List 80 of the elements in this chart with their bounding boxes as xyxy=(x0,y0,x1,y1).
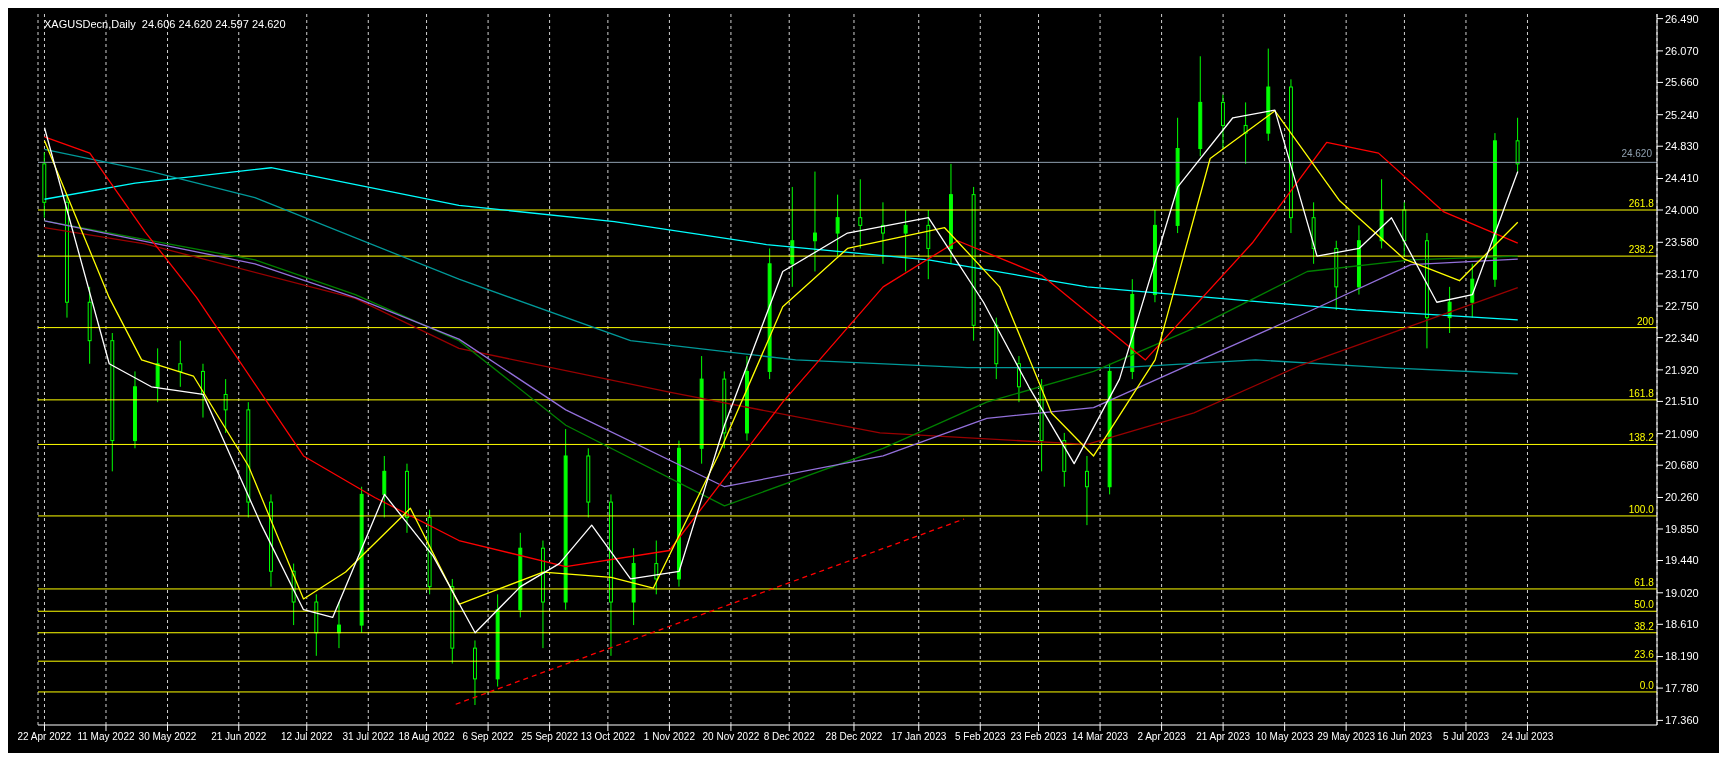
y-tick-label: 17.360 xyxy=(1665,714,1699,727)
annotation: 23.6 xyxy=(1634,649,1655,661)
annotation: 0.0 xyxy=(1639,679,1655,691)
x-tick-label: 11 May 2022 xyxy=(77,731,135,743)
x-tick-label: 10 May 2023 xyxy=(1255,731,1314,743)
x-tick-label: 20 Nov 2022 xyxy=(702,731,760,743)
x-tick-label: 5 Feb 2023 xyxy=(954,731,1006,743)
annotation: 38.2 xyxy=(1634,620,1655,632)
candlestick xyxy=(1515,117,1520,173)
annotation: 50.0 xyxy=(1634,599,1655,611)
x-tick-label: 5 Jul 2023 xyxy=(1442,731,1490,743)
x-tick-label: 30 May 2022 xyxy=(138,731,197,743)
x-tick-label: 14 Mar 2023 xyxy=(1071,731,1129,743)
annotation: 261.8 xyxy=(1628,198,1655,210)
candlestick xyxy=(1220,94,1225,150)
x-tick-label: 28 Dec 2022 xyxy=(825,731,883,743)
annotation: 200 xyxy=(1637,315,1655,327)
candlestick xyxy=(835,194,840,257)
annotation: 238.2 xyxy=(1628,244,1655,256)
y-tick-label: 21.920 xyxy=(1665,363,1699,376)
candlestick xyxy=(201,363,205,419)
candlestick xyxy=(926,209,931,280)
x-tick-label: 31 Jul 2022 xyxy=(342,731,395,743)
x-tick-label: 1 Nov 2022 xyxy=(643,731,696,743)
candlestick xyxy=(223,378,228,434)
line-series xyxy=(43,227,1519,446)
y-tick-label: 19.440 xyxy=(1665,554,1699,567)
x-tick-label: 13 Oct 2022 xyxy=(580,731,636,743)
candlestick xyxy=(903,209,908,272)
x-tick-label: 22 Apr 2022 xyxy=(17,731,72,743)
line-series xyxy=(43,148,1519,375)
annotation: 161.8 xyxy=(1628,387,1655,399)
y-tick-label: 25.660 xyxy=(1665,76,1699,89)
annotation: 61.8 xyxy=(1634,576,1655,588)
y-tick-label: 19.850 xyxy=(1665,522,1699,535)
y-tick-label: 22.750 xyxy=(1665,299,1699,312)
x-tick-label: 18 Aug 2022 xyxy=(398,731,456,743)
y-tick-label: 20.680 xyxy=(1665,459,1699,472)
candlestick xyxy=(382,455,387,518)
annotation: 138.2 xyxy=(1628,432,1655,444)
x-tick-label: 6 Sep 2022 xyxy=(462,731,515,743)
y-tick-label: 20.260 xyxy=(1665,491,1699,504)
y-tick-label: 26.070 xyxy=(1665,44,1699,57)
candlestick xyxy=(858,178,863,249)
y-tick-label: 24.000 xyxy=(1665,203,1699,216)
candlestick xyxy=(178,340,183,388)
y-tick-label: 18.190 xyxy=(1665,650,1699,663)
y-tick-label: 21.510 xyxy=(1665,395,1699,408)
y-tick-label: 25.240 xyxy=(1665,108,1699,121)
x-tick-label: 8 Dec 2022 xyxy=(763,731,816,743)
x-tick-label: 12 Jul 2022 xyxy=(280,731,334,743)
y-tick-label: 23.170 xyxy=(1665,267,1699,280)
y-tick-label: 26.490 xyxy=(1665,12,1699,25)
candlestick xyxy=(813,171,817,272)
y-tick-label: 19.020 xyxy=(1665,586,1699,599)
y-tick-label: 17.780 xyxy=(1665,682,1699,695)
candlestick xyxy=(337,601,341,649)
x-tick-label: 16 Jun 2023 xyxy=(1376,731,1433,743)
x-tick-label: 25 Sep 2022 xyxy=(521,731,579,743)
ref-line-label: 24.620 xyxy=(1621,148,1653,160)
candlestick xyxy=(1084,455,1089,526)
y-tick-label: 21.090 xyxy=(1665,427,1699,440)
x-tick-label: 21 Jun 2022 xyxy=(211,731,267,743)
annotation: 100.0 xyxy=(1628,503,1655,515)
y-tick-label: 22.340 xyxy=(1665,331,1699,344)
x-tick-label: 17 Jan 2023 xyxy=(891,731,947,743)
y-tick-label: 24.410 xyxy=(1665,172,1699,185)
x-tick-label: 21 Apr 2023 xyxy=(1196,731,1251,743)
x-tick-label: 2 Apr 2023 xyxy=(1137,731,1187,743)
chart-title: XAGUSDecn,Daily 24.606 24.620 24.597 24.620 xyxy=(44,18,286,30)
candlestick xyxy=(654,540,659,595)
y-tick-label: 24.830 xyxy=(1665,140,1699,153)
candlestick xyxy=(881,201,885,265)
y-tick-label: 23.580 xyxy=(1665,236,1699,249)
candlestick xyxy=(155,347,160,403)
candlestick xyxy=(1470,263,1475,319)
x-tick-label: 29 May 2023 xyxy=(1317,731,1376,743)
x-tick-label: 23 Feb 2023 xyxy=(1010,731,1068,743)
y-tick-label: 18.610 xyxy=(1665,618,1699,631)
x-tick-label: 24 Jul 2023 xyxy=(1501,731,1554,743)
